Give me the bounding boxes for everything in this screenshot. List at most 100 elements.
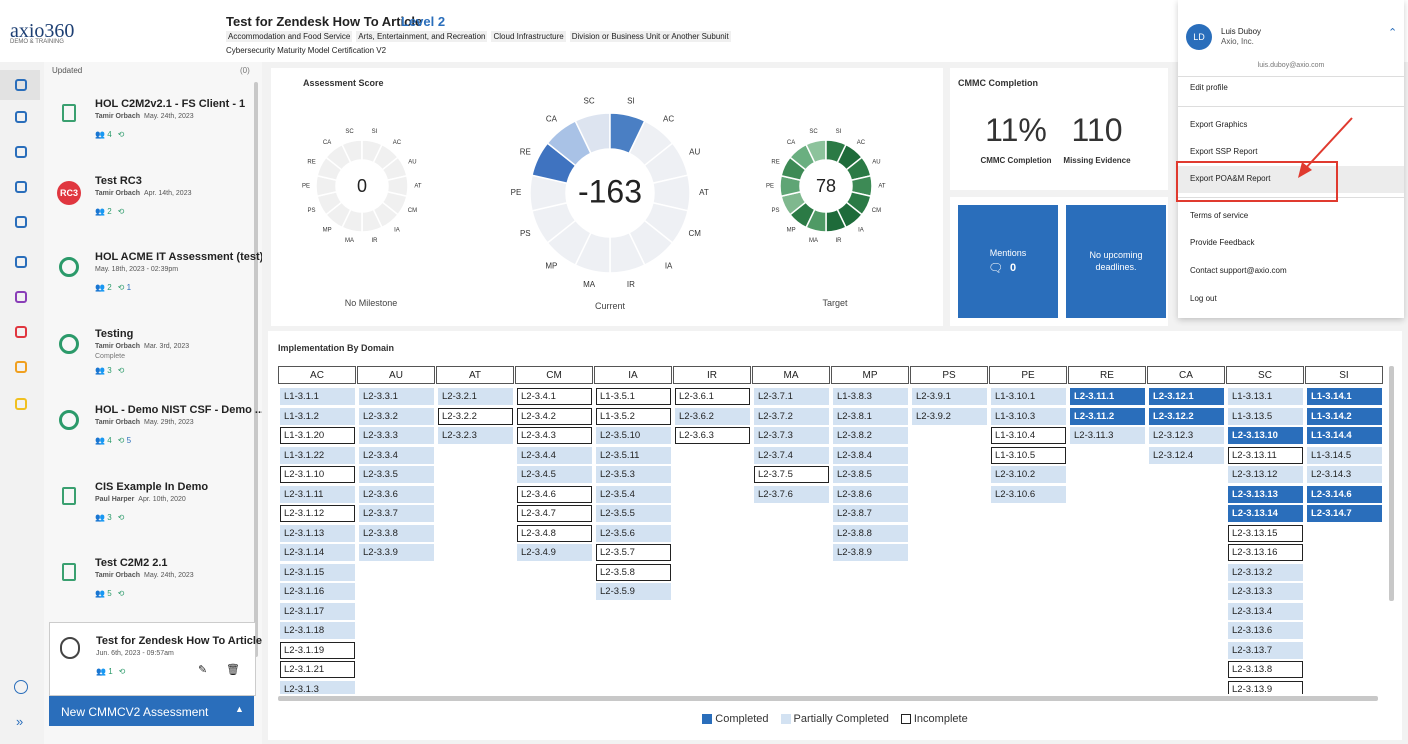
control-cell[interactable]: L2-3.7.2: [754, 407, 829, 425]
menu-item[interactable]: Log out: [1190, 294, 1217, 303]
nav-icon[interactable]: [15, 216, 27, 228]
menu-item[interactable]: Contact support@axio.com: [1190, 266, 1287, 275]
control-cell[interactable]: L2-3.13.13: [1228, 485, 1303, 503]
column-header[interactable]: IR: [673, 366, 751, 384]
menu-item[interactable]: Export POA&M Report: [1190, 174, 1271, 183]
control-cell[interactable]: L1-3.13.1: [1228, 388, 1303, 405]
control-cell[interactable]: L2-3.5.4: [596, 485, 671, 503]
control-cell[interactable]: L2-3.13.6: [1228, 622, 1303, 639]
control-cell[interactable]: L2-3.3.5: [359, 466, 434, 483]
control-cell[interactable]: L1-3.1.22: [280, 446, 355, 464]
control-cell[interactable]: L2-3.4.8: [517, 524, 592, 542]
nav-icon[interactable]: [15, 256, 27, 268]
control-cell[interactable]: L2-3.1.13: [280, 524, 355, 542]
control-cell[interactable]: L2-3.1.14: [280, 544, 355, 561]
menu-item[interactable]: Edit profile: [1190, 83, 1228, 92]
control-cell[interactable]: L2-3.11.3: [1070, 427, 1145, 444]
edit-icon[interactable]: ✎: [198, 663, 208, 676]
assessment-item[interactable]: RC3 Test RC3 Tamir Orbach Apr. 14th, 2023 👥 …: [49, 163, 256, 237]
control-cell[interactable]: L2-3.13.10: [1228, 427, 1303, 444]
control-cell[interactable]: L2-3.4.7: [517, 505, 592, 522]
control-cell[interactable]: L2-3.11.2: [1070, 407, 1145, 425]
nav-icon[interactable]: [15, 361, 27, 373]
control-cell[interactable]: L1-3.10.5: [991, 446, 1066, 464]
sort-label[interactable]: Updated: [52, 66, 83, 75]
control-cell[interactable]: L2-3.13.14: [1228, 505, 1303, 522]
control-cell[interactable]: L2-3.3.9: [359, 544, 434, 561]
control-cell[interactable]: L1-3.1.1: [280, 388, 355, 405]
control-cell[interactable]: L2-3.2.2: [438, 407, 513, 425]
assessment-item[interactable]: Testing Tamir Orbach Mar. 3rd, 2023 Complet…: [49, 316, 256, 390]
control-cell[interactable]: L2-3.1.10: [280, 466, 355, 483]
control-cell[interactable]: L2-3.3.2: [359, 407, 434, 425]
control-cell[interactable]: L2-3.5.10: [596, 427, 671, 444]
control-cell[interactable]: L2-3.4.4: [517, 446, 592, 464]
control-cell[interactable]: L2-3.7.3: [754, 427, 829, 444]
assessment-item[interactable]: HOL C2M2v2.1 - FS Client - 1 Tamir Orbach…: [49, 86, 256, 160]
control-cell[interactable]: L2-3.4.6: [517, 485, 592, 503]
control-cell[interactable]: L2-3.5.6: [596, 524, 671, 542]
control-cell[interactable]: L2-3.1.21: [280, 661, 355, 678]
control-cell[interactable]: L2-3.3.3: [359, 427, 434, 444]
control-cell[interactable]: L2-3.8.1: [833, 407, 908, 425]
column-header[interactable]: PE: [989, 366, 1067, 384]
column-header[interactable]: AU: [357, 366, 435, 384]
control-cell[interactable]: L2-3.1.15: [280, 563, 355, 581]
help-icon[interactable]: [14, 680, 28, 694]
control-cell[interactable]: L2-3.3.8: [359, 524, 434, 542]
control-cell[interactable]: L2-3.1.3: [280, 680, 355, 694]
control-cell[interactable]: L1-3.14.5: [1307, 446, 1382, 464]
control-cell[interactable]: L2-3.4.3: [517, 427, 592, 444]
column-header[interactable]: RE: [1068, 366, 1146, 384]
control-cell[interactable]: L1-3.10.3: [991, 407, 1066, 425]
control-cell[interactable]: L2-3.9.2: [912, 407, 987, 425]
control-cell[interactable]: L2-3.1.18: [280, 622, 355, 639]
control-cell[interactable]: L2-3.2.1: [438, 388, 513, 405]
control-cell[interactable]: L2-3.6.3: [675, 427, 750, 444]
control-cell[interactable]: L2-3.13.11: [1228, 446, 1303, 464]
control-cell[interactable]: L2-3.1.17: [280, 602, 355, 620]
control-cell[interactable]: L1-3.10.1: [991, 388, 1066, 405]
control-cell[interactable]: L2-3.1.16: [280, 583, 355, 600]
control-cell[interactable]: L2-3.11.1: [1070, 388, 1145, 405]
control-cell[interactable]: L2-3.12.1: [1149, 388, 1224, 405]
control-cell[interactable]: L2-3.7.6: [754, 485, 829, 503]
column-header[interactable]: SC: [1226, 366, 1304, 384]
control-cell[interactable]: L2-3.5.3: [596, 466, 671, 483]
nav-icon[interactable]: [15, 326, 27, 338]
control-cell[interactable]: L2-3.4.9: [517, 544, 592, 561]
column-header[interactable]: CM: [515, 366, 593, 384]
control-cell[interactable]: L1-3.14.1: [1307, 388, 1382, 405]
control-cell[interactable]: L2-3.6.1: [675, 388, 750, 405]
control-cell[interactable]: L2-3.5.5: [596, 505, 671, 522]
nav-icon[interactable]: [15, 146, 27, 158]
control-cell[interactable]: L2-3.13.7: [1228, 641, 1303, 659]
control-cell[interactable]: L2-3.13.9: [1228, 680, 1303, 694]
nav-icon[interactable]: [15, 181, 27, 193]
control-cell[interactable]: L2-3.8.8: [833, 524, 908, 542]
control-cell[interactable]: L2-3.13.4: [1228, 602, 1303, 620]
nav-icon[interactable]: [15, 398, 27, 410]
control-cell[interactable]: L2-3.3.6: [359, 485, 434, 503]
assessment-item[interactable]: CIS Example In Demo Paul Harper Apr. 10th,…: [49, 469, 256, 543]
assessment-item[interactable]: Test C2M2 2.1 Tamir Orbach May. 24th, 2023…: [49, 545, 256, 619]
control-cell[interactable]: L2-3.13.16: [1228, 544, 1303, 561]
menu-item[interactable]: Export SSP Report: [1190, 147, 1258, 156]
control-cell[interactable]: L2-3.9.1: [912, 388, 987, 405]
nav-icon[interactable]: [15, 291, 27, 303]
menu-item[interactable]: Provide Feedback: [1190, 238, 1255, 247]
control-cell[interactable]: L2-3.13.2: [1228, 563, 1303, 581]
control-cell[interactable]: L2-3.13.8: [1228, 661, 1303, 678]
filter-count[interactable]: (0): [240, 66, 250, 75]
control-cell[interactable]: L2-3.4.5: [517, 466, 592, 483]
nav-icon[interactable]: [15, 79, 27, 91]
mentions-tile[interactable]: Mentions 🗨 0: [958, 205, 1058, 318]
control-cell[interactable]: L2-3.14.7: [1307, 505, 1382, 522]
control-cell[interactable]: L2-3.10.6: [991, 485, 1066, 503]
deadlines-tile[interactable]: No upcoming deadlines.: [1066, 205, 1166, 318]
control-cell[interactable]: L2-3.5.7: [596, 544, 671, 561]
nav-icon[interactable]: [15, 111, 27, 123]
control-cell[interactable]: L2-3.4.2: [517, 407, 592, 425]
control-cell[interactable]: L2-3.3.7: [359, 505, 434, 522]
control-cell[interactable]: L1-3.5.1: [596, 388, 671, 405]
